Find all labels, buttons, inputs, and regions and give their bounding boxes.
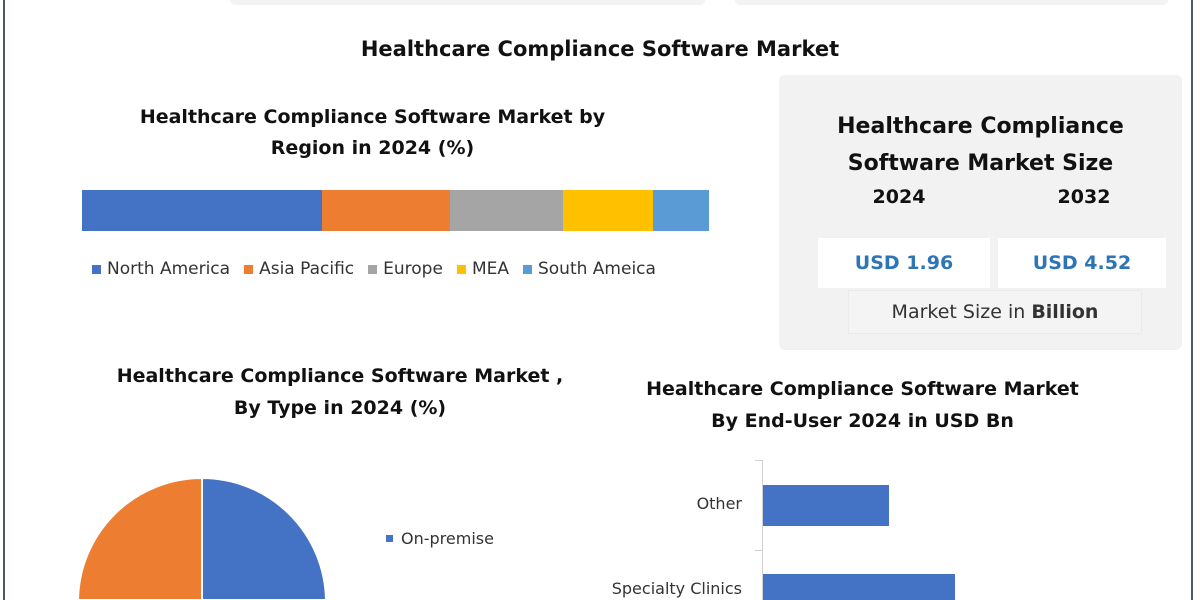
legend-label: Asia Pacific [259,259,355,279]
value-2032: USD 4.52 [998,238,1166,288]
enduser-chart-title-line1: Healthcare Compliance Software Market [646,378,1079,400]
region-legend-item: Asia Pacific [244,259,354,279]
legend-swatch [92,264,101,274]
pie-slice-on-premise [201,476,327,600]
year-2024: 2024 [872,186,926,208]
enduser-category-label: Other [696,494,742,513]
pie-legend-item: On-premise [386,529,494,548]
region-segment-north-america [82,190,323,231]
region-stacked-bar [82,190,709,231]
region-legend-item: MEA [456,259,509,279]
legend-label: Europe [383,259,443,279]
legend-label: MEA [471,259,509,279]
enduser-chart-title: Healthcare Compliance Software Market By… [600,373,1125,437]
enduser-chart-title-line2: By End-User 2024 in USD Bn [711,410,1014,432]
legend-swatch [456,264,466,274]
page-title: Healthcare Compliance Software Market [360,37,840,61]
legend-swatch [522,264,532,274]
pie-slice-cloud [77,476,203,600]
size-card-title-line1: Healthcare Compliance [837,114,1124,139]
type-pie-chart [77,476,327,600]
enduser-axis [762,460,763,600]
unit-prefix: Market Size in [891,301,1032,323]
type-chart-title-line1: Healthcare Compliance Software Market , [116,365,564,387]
unit-note: Market Size in Billion [848,290,1142,334]
region-segment-europe [450,190,563,231]
region-chart-title: Healthcare Compliance Software Market by… [139,106,606,159]
unit-bold: Billion [1031,301,1099,323]
axis-tick [755,460,763,461]
axis-tick [755,550,763,551]
legend-swatch [386,535,393,542]
pie-legend-label: On-premise [401,529,494,548]
region-segment-south-ameica [653,190,709,231]
top-card-left [230,0,705,5]
top-card-right [735,0,1168,5]
region-legend-item: South Ameica [522,259,656,279]
market-size-card: Healthcare Compliance Software Market Si… [779,75,1182,350]
size-card-title-line2: Software Market Size [847,151,1114,176]
type-chart-title-line2: By Type in 2024 (%) [233,397,447,419]
size-card-title: Healthcare Compliance Software Market Si… [779,108,1182,182]
legend-swatch [368,264,378,274]
value-2024: USD 1.96 [818,238,990,288]
enduser-bar-specialty-clinics [763,574,955,600]
type-chart-title: Healthcare Compliance Software Market , … [70,360,610,424]
region-segment-asia-pacific [322,190,451,231]
legend-label: South Ameica [537,259,656,279]
legend-swatch [244,264,254,274]
year-2032: 2032 [1057,186,1111,208]
region-segment-mea [562,190,654,231]
enduser-category-label: Specialty Clinics [611,579,742,598]
legend-label: North America [107,259,231,279]
region-legend: North America Asia Pacific Europe MEA South … [92,259,656,279]
enduser-bar-other [763,485,889,526]
region-legend-item: Europe [368,259,443,279]
region-legend-item: North America [92,259,230,279]
page-frame [3,0,1193,600]
